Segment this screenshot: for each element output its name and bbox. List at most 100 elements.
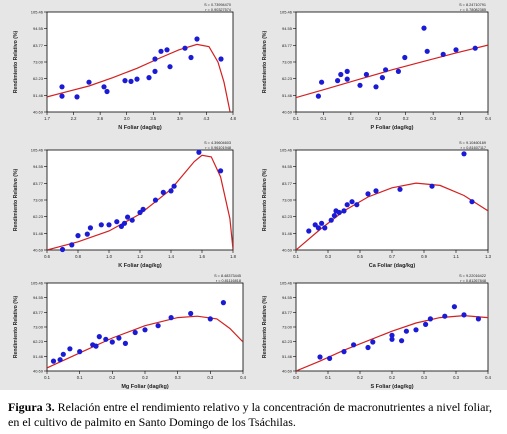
x-tick-label: 1.1 (453, 254, 459, 259)
data-point (128, 78, 134, 84)
y-axis-label: Rendimiento Relativo (%) (262, 30, 268, 93)
data-point (116, 335, 122, 341)
x-tick-label: 0.8 (75, 254, 81, 259)
data-point (171, 183, 177, 189)
y-tick-label: 73.00 (33, 60, 44, 65)
data-point (60, 351, 66, 357)
y-tick-label: 94.55 (282, 26, 293, 31)
data-point (319, 79, 325, 85)
y-tick-label: 62.23 (282, 339, 293, 344)
x-tick-label: 1.3 (485, 254, 491, 259)
x-tick-label: 0.6 (44, 254, 50, 259)
data-point (152, 68, 158, 74)
data-point (121, 220, 128, 226)
data-point (109, 339, 115, 345)
x-tick-label: 0.3 (175, 375, 181, 380)
data-point (429, 183, 435, 189)
data-point (59, 246, 66, 253)
data-point (379, 75, 385, 81)
x-tick-label: 1.2 (137, 254, 143, 259)
y-tick-label: 62.23 (33, 214, 44, 219)
data-point (140, 206, 146, 212)
y-tick-label: 51.46 (33, 354, 44, 359)
x-tick-label: 0.5 (357, 254, 363, 259)
data-point (188, 310, 194, 317)
data-point (389, 336, 395, 342)
data-point (336, 209, 342, 216)
y-tick-label: 51.46 (282, 93, 293, 98)
y-tick-label: 83.77 (282, 181, 293, 186)
x-tick-label: 0.2 (375, 116, 381, 121)
chart-3: 40.69 51.46 62.23 73.00 83.77 94.55 105.46 0.6 0… (13, 141, 237, 269)
x-tick-label: 0.4 (240, 375, 246, 380)
data-point (349, 199, 355, 205)
x-tick-label: 0.2 (357, 375, 363, 380)
y-tick-label: 40.69 (282, 110, 293, 115)
y-tick-label: 51.46 (33, 93, 44, 98)
data-point (335, 78, 341, 84)
data-point (317, 354, 323, 360)
data-point (152, 56, 158, 62)
data-point (74, 94, 80, 100)
data-point (167, 64, 173, 70)
data-point (155, 323, 161, 329)
y-tick-label: 105.46 (280, 281, 293, 286)
stats-line: S = 9.10460169 (459, 141, 486, 145)
x-axis-label: N Foliar (dag/kg) (118, 125, 162, 131)
data-point (122, 78, 128, 84)
x-tick-label: 0.1 (321, 116, 327, 121)
chart-4: 40.69 51.46 62.23 73.00 83.77 94.55 105.46 0.1 0… (262, 141, 492, 269)
data-point (77, 349, 83, 355)
data-point (106, 222, 112, 228)
x-tick-label: 0.1 (293, 254, 299, 259)
data-point (122, 340, 128, 346)
stats-line: S = 8.48373445 (214, 274, 241, 278)
plot-area (46, 149, 234, 251)
y-tick-label: 83.77 (33, 310, 44, 315)
y-tick-label: 51.46 (33, 231, 44, 236)
y-axis-label: Rendimiento Relativo (%) (262, 168, 268, 231)
y-tick-label: 83.77 (282, 310, 293, 315)
data-point (475, 316, 481, 322)
data-point (315, 225, 321, 231)
data-point (365, 191, 371, 197)
data-point (389, 332, 395, 338)
data-point (344, 76, 350, 82)
x-axis-label: S Foliar (dag/kg) (370, 384, 413, 390)
stats-line: S = 0.73994470 (204, 3, 231, 7)
data-point (104, 88, 110, 95)
plot-area (295, 149, 489, 251)
data-point (344, 202, 350, 208)
plot-area (295, 282, 489, 372)
stats-line: r = 0.81607117 (461, 146, 486, 150)
data-point (194, 36, 200, 42)
data-point (440, 51, 446, 58)
x-tick-label: 4.3 (204, 116, 210, 121)
y-axis-label: Rendimiento Relativo (%) (13, 30, 19, 93)
data-point (134, 76, 140, 82)
chart-5: 40.69 51.46 62.23 73.00 83.77 94.55 105.46 0.1 0… (13, 274, 247, 390)
x-tick-label: 0.1 (325, 375, 331, 380)
y-axis-label: Rendimiento Relativo (%) (13, 168, 19, 231)
y-tick-label: 83.77 (33, 43, 44, 48)
x-tick-label: 3.5 (150, 116, 156, 121)
data-point (196, 149, 202, 155)
y-tick-label: 73.00 (33, 325, 44, 330)
x-tick-label: 0.3 (430, 116, 436, 121)
y-tick-label: 51.46 (282, 231, 293, 236)
x-tick-label: 1.6 (199, 254, 205, 259)
plot-area (46, 282, 244, 372)
data-point (114, 219, 120, 225)
x-tick-label: 0.3 (421, 375, 427, 380)
x-tick-label: 0.3 (207, 375, 213, 380)
data-point (59, 84, 65, 90)
y-tick-label: 73.00 (282, 325, 293, 330)
data-point (351, 342, 357, 348)
y-tick-label: 62.23 (33, 76, 44, 81)
x-tick-label: 0.3 (325, 254, 331, 259)
y-tick-label: 105.46 (31, 148, 44, 153)
data-point (322, 225, 328, 231)
data-point (328, 217, 334, 223)
data-point (188, 54, 194, 61)
y-tick-label: 94.55 (33, 26, 44, 31)
